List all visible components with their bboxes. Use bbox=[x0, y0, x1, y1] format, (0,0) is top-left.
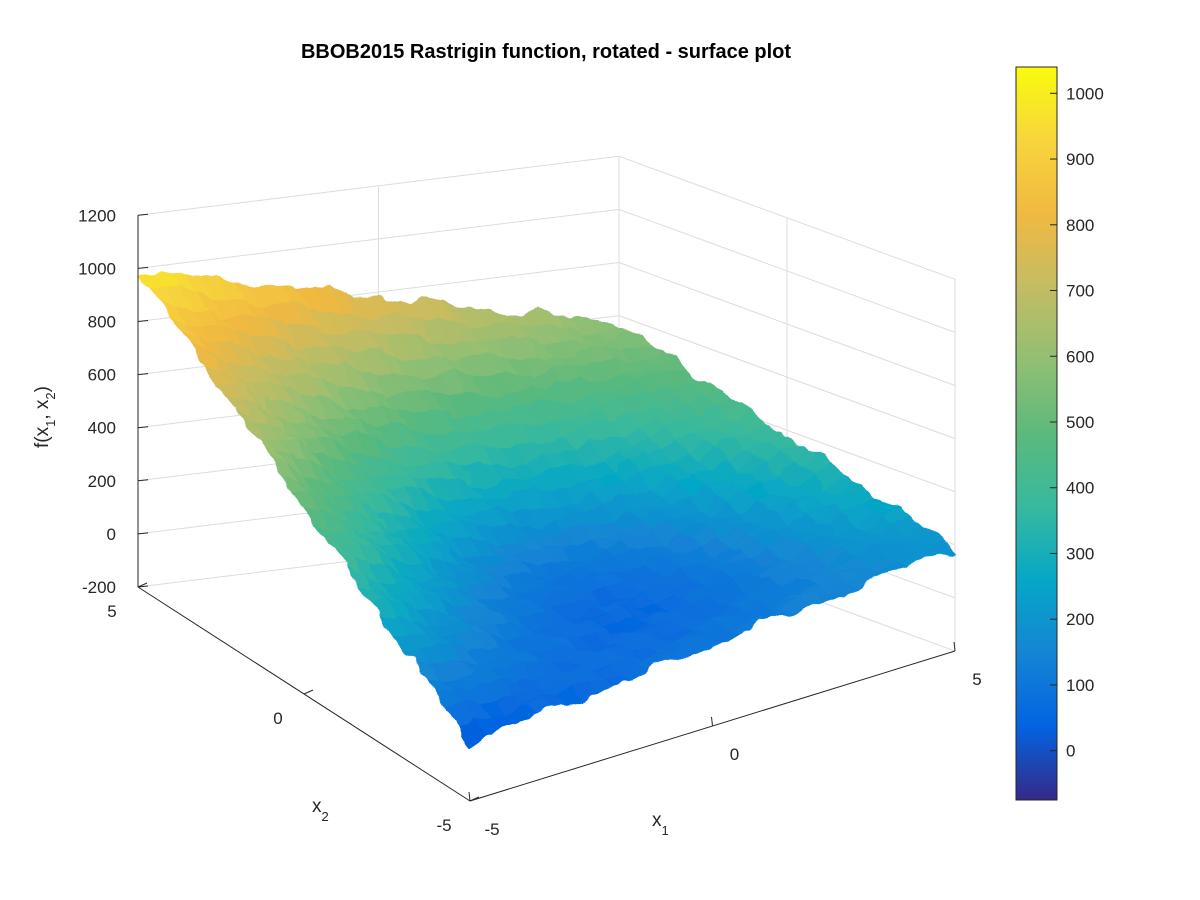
x2-tick-label: 0 bbox=[273, 709, 282, 728]
colorbar-tick-label: 500 bbox=[1066, 413, 1094, 432]
colorbar-frame bbox=[1015, 66, 1058, 801]
colorbar-tick-label: 600 bbox=[1066, 347, 1094, 366]
colorbar-tick-label: 100 bbox=[1066, 676, 1094, 695]
x1-tick-label: -5 bbox=[484, 820, 499, 839]
z-tick-label: 1200 bbox=[78, 206, 116, 225]
z-tick-mark bbox=[137, 266, 149, 269]
colorbar-tick-label: 700 bbox=[1066, 282, 1094, 301]
chart-title: BBOB2015 Rastrigin function, rotated - s… bbox=[301, 41, 791, 63]
x1-tick-mark bbox=[468, 791, 471, 802]
z-tick-label: 200 bbox=[88, 472, 116, 491]
colorbar-tick-label: 300 bbox=[1066, 544, 1094, 563]
z-tick-mark bbox=[137, 213, 149, 216]
colorbar-tick-label: 900 bbox=[1066, 150, 1094, 169]
z-tick-label: 400 bbox=[88, 419, 116, 438]
x1-tick-label: 5 bbox=[972, 670, 981, 689]
colorbar-gradient bbox=[1016, 67, 1057, 800]
colorbar-tick-label: 1000 bbox=[1066, 84, 1104, 103]
colorbar-tick-label: 800 bbox=[1066, 216, 1094, 235]
z-axis-label: f(x1, x2) bbox=[32, 386, 58, 448]
surface-plot bbox=[137, 270, 956, 750]
z-tick-label: 600 bbox=[88, 366, 116, 385]
x2-tick-label: -5 bbox=[436, 816, 451, 835]
z-tick-label: 0 bbox=[107, 525, 116, 544]
colorbar-ticks: 0 100 200 300 400 500 600 700 800 900 1000 bbox=[1050, 84, 1104, 761]
tick-labels: -200 0 200 400 600 800 1000 1200 -5 0 5 -5 0 5 bbox=[78, 206, 982, 839]
z-tick-mark bbox=[137, 532, 149, 535]
z-tick-mark bbox=[137, 479, 149, 482]
x2-axis-label: x2 bbox=[312, 796, 329, 824]
x2-tick-mark bbox=[469, 796, 480, 802]
surface-patch bbox=[926, 540, 956, 556]
z-tick-mark bbox=[137, 373, 149, 376]
z-tick-label: -200 bbox=[82, 578, 116, 597]
z-tick-mark bbox=[137, 585, 149, 588]
x1-axis-label: x1 bbox=[652, 810, 669, 838]
z-tick-mark bbox=[137, 426, 149, 429]
x2-tick-mark bbox=[137, 582, 148, 588]
z-tick-mark bbox=[137, 320, 149, 322]
colorbar-tick-label: 400 bbox=[1066, 479, 1094, 498]
z-tick-label: 800 bbox=[88, 313, 116, 332]
colorbar: 0 100 200 300 400 500 600 700 800 900 1000 bbox=[1015, 66, 1104, 801]
x1-tick-mark bbox=[953, 641, 956, 652]
x1-tick-mark bbox=[711, 716, 713, 727]
colorbar-tick-label: 0 bbox=[1066, 742, 1075, 761]
x1-tick-label: 0 bbox=[730, 745, 739, 764]
z-tick-label: 1000 bbox=[78, 259, 116, 278]
colorbar-tick-label: 200 bbox=[1066, 610, 1094, 629]
x2-tick-label: 5 bbox=[107, 602, 116, 621]
x2-tick-mark bbox=[303, 689, 314, 695]
